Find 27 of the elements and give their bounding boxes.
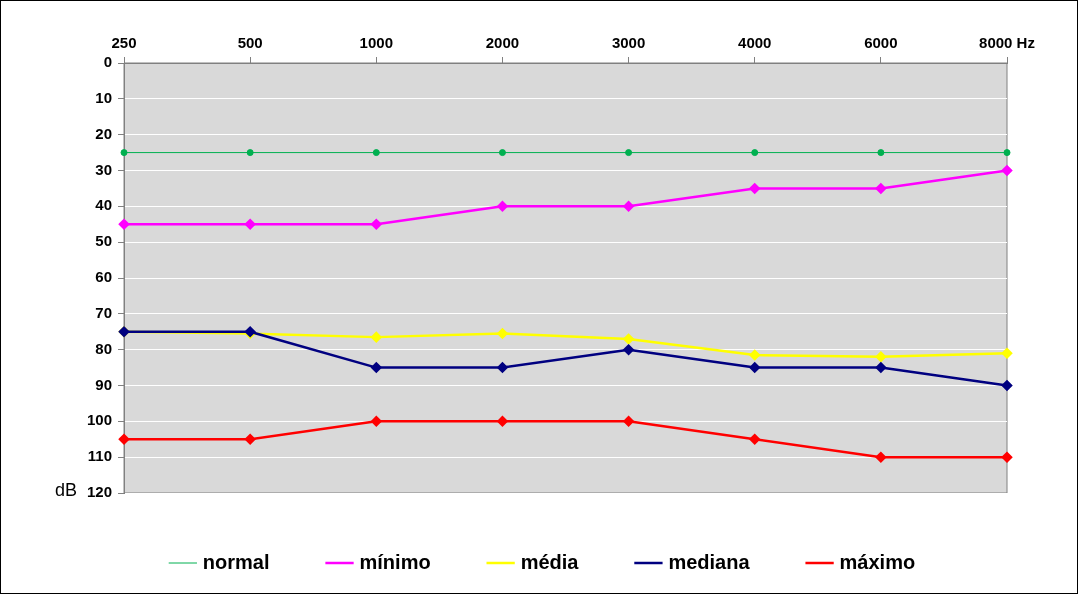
y-tick-label: 20	[95, 124, 113, 142]
x-tick-label: 6000	[864, 34, 898, 52]
x-tick-label: 250	[111, 34, 137, 52]
y-tick-label: 10	[95, 88, 113, 106]
y-tick-label: 0	[103, 53, 113, 71]
x-tick-label: 8000 Hz	[979, 34, 1035, 52]
x-tick-label: 500	[237, 34, 263, 52]
y-tick-label: 70	[95, 303, 113, 321]
y-tick-label: 110	[87, 447, 113, 465]
x-tick-label: 3000	[611, 34, 646, 52]
y-tick-label: 40	[95, 196, 113, 214]
x-tick-label: 1000	[359, 34, 393, 52]
y-tick-label: 80	[95, 339, 113, 357]
x-tick-label: 2000	[485, 34, 520, 52]
y-tick-label: 60	[95, 268, 113, 286]
y-tick-label: 120	[87, 483, 113, 501]
legend-label: média	[520, 550, 580, 573]
y-tick-label: 100	[87, 411, 113, 429]
y-tick-label: 50	[95, 232, 113, 250]
legend-label: mediana	[668, 550, 751, 573]
y-tick-label: 30	[95, 160, 113, 178]
x-tick-label: 4000	[738, 34, 772, 52]
legend-label: mínimo	[359, 550, 431, 573]
y-tick-label: 90	[95, 375, 113, 393]
y-axis-title: dB	[54, 479, 77, 500]
legend-label: máximo	[839, 550, 916, 573]
legend-label: normal	[202, 550, 270, 573]
